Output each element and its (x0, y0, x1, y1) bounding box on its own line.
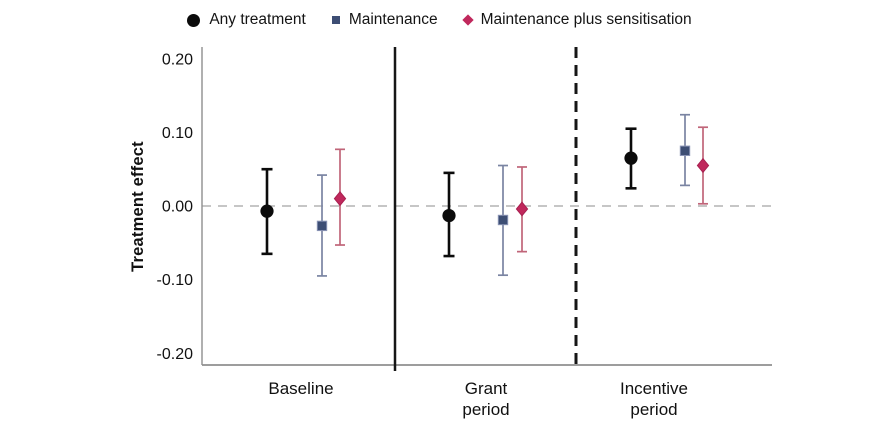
marker-circle-any-treatment (442, 208, 456, 223)
y-tick-label: 0.00 (162, 199, 193, 216)
marker-diamond-maintenance-plus-sensitisation (696, 157, 710, 174)
legend-label: Any treatment (209, 11, 306, 28)
marker-square-maintenance (679, 145, 691, 156)
x-category-label-line: Incentive (620, 379, 688, 398)
legend-label: Maintenance (348, 11, 438, 28)
x-category-label-grant-period: Grant period (462, 379, 509, 419)
marker-square-maintenance (316, 220, 328, 232)
legend-square-icon (331, 16, 340, 24)
legend-item-maintenance-plus-sensitisation: Maintenance plus sensitisation (461, 11, 692, 29)
y-axis-title: Treatment effect (128, 140, 147, 272)
x-category-label-line: period (462, 400, 509, 419)
x-category-label-incentive-period: Incentive period (620, 379, 688, 419)
y-axis-title-wrap: Treatment effect (121, 47, 155, 365)
chart-legend: Any treatment Maintenance Maintenance plus… (0, 11, 879, 29)
legend-item-any-treatment: Any treatment (187, 11, 306, 29)
y-tick-label: 0.10 (162, 125, 193, 142)
y-tick-label: 0.20 (162, 51, 193, 68)
x-category-label-line: Baseline (268, 379, 333, 398)
marker-circle-any-treatment (260, 204, 274, 218)
legend-item-maintenance: Maintenance (331, 11, 438, 29)
y-tick-label: -0.20 (157, 346, 194, 363)
x-category-label-baseline: Baseline (268, 379, 333, 398)
marker-diamond-maintenance-plus-sensitisation (515, 201, 529, 217)
marker-diamond-maintenance-plus-sensitisation (333, 191, 347, 207)
x-category-label-line: period (630, 400, 677, 419)
legend-circle-icon (187, 13, 201, 27)
y-tick-label: -0.10 (157, 272, 194, 289)
marker-square-maintenance (497, 214, 509, 226)
legend-label: Maintenance plus sensitisation (480, 11, 692, 28)
marker-circle-any-treatment (624, 151, 638, 165)
legend-diamond-icon (461, 14, 474, 26)
x-category-label-line: Grant (465, 379, 508, 398)
